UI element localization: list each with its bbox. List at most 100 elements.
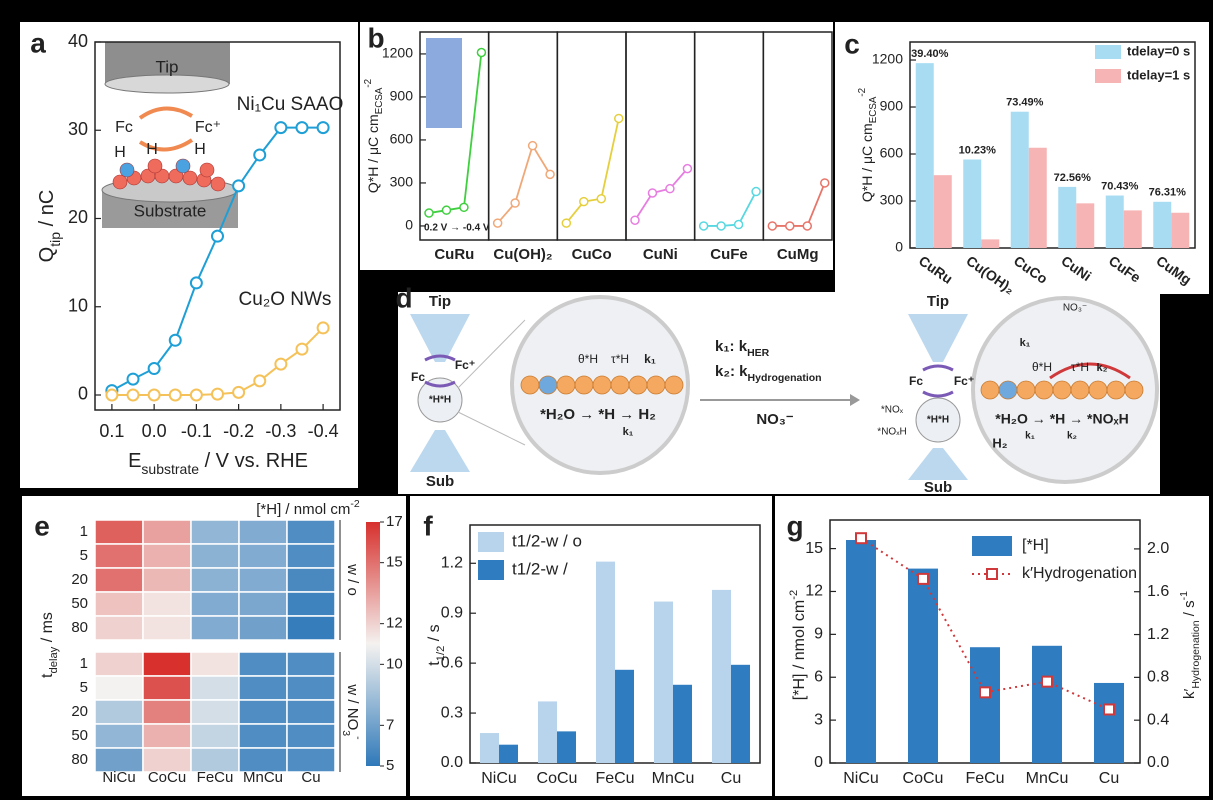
y-tick-label: 1200 [382, 45, 413, 61]
y-tick-label: 9 [814, 626, 823, 643]
axis-title: Q*H / μC cmECSA-2 [363, 79, 385, 193]
y-tick-label: 3 [814, 711, 823, 728]
diagram-label: NO₃⁻ [756, 411, 793, 428]
point [232, 385, 246, 399]
inset-diagram [101, 42, 239, 228]
heatmap-cell [94, 747, 144, 773]
heatmap-cell [94, 567, 144, 593]
text-part: 1/2 [435, 646, 447, 662]
point [682, 163, 693, 174]
text-part: 3 [340, 730, 352, 736]
y-tick-label: 0.4 [1147, 711, 1169, 728]
point [630, 215, 640, 225]
heatmap-cell [142, 747, 192, 773]
tip-face [104, 74, 230, 94]
heatmap-cell [142, 651, 192, 677]
text-part: Q*H / μC cm [859, 123, 875, 202]
diagram-label: *H*H [429, 395, 451, 406]
y-tick-label: 2.0 [1147, 540, 1169, 557]
diagram-label: k₁: kHER [715, 338, 770, 359]
colorbar-title: [*H] / nmol cm-2 [256, 498, 360, 518]
point [295, 342, 309, 356]
point [441, 205, 452, 215]
point [105, 388, 119, 402]
x-tick-label: MnCu [652, 770, 695, 787]
text-part: delay [48, 646, 60, 673]
legend-label: t1/2-w / [512, 559, 568, 578]
point [189, 276, 203, 290]
point [698, 221, 709, 231]
diagram-label: *NOₓ [881, 405, 904, 416]
heatmap-cell [94, 651, 144, 677]
heatmap-cell [142, 675, 192, 701]
bar [1076, 203, 1095, 248]
y-tick-label: 600 [880, 145, 904, 161]
heatmap-cell [286, 615, 336, 641]
diagram-label: Fc [411, 370, 425, 384]
y-tick-label: 10 [68, 295, 88, 315]
row-label: 80 [71, 751, 88, 768]
row-label: 5 [80, 679, 88, 696]
heatmap-cell [190, 519, 240, 545]
redox-arrow [424, 354, 456, 362]
point [596, 193, 607, 204]
annotation: 73.49% [1006, 97, 1044, 109]
panel-letter: d [395, 282, 412, 313]
row-label: 80 [71, 619, 88, 636]
heatmap-cell [238, 723, 288, 749]
bar [1032, 645, 1062, 763]
point [545, 169, 555, 180]
series-line [428, 52, 483, 214]
point [751, 186, 761, 197]
diagram-label: *H₂O → *H → *NOₓH [995, 411, 1128, 427]
colorbar-tick-label: 10 [386, 655, 403, 672]
heatmap-cell [286, 543, 336, 569]
panel-name: CuMg [777, 246, 819, 263]
heatmap-cell [142, 699, 192, 725]
row-label: 50 [71, 595, 88, 612]
bar [846, 540, 876, 763]
heatmap-cell [286, 651, 336, 677]
bar [915, 63, 934, 249]
heatmap-cell [94, 675, 144, 701]
redox-arrow [138, 106, 194, 120]
heatmap-cell [286, 699, 336, 725]
text-part: -2 [363, 79, 374, 88]
column-label: NiCu [102, 769, 135, 786]
bar [499, 744, 518, 763]
diagram-label: θ*H [578, 352, 598, 366]
text-part: k₁: k [715, 338, 748, 355]
series-label: Ni₁Cu SAAO [237, 94, 344, 115]
bar [1123, 210, 1142, 248]
redox-arrow [138, 138, 194, 152]
x-tick-label: -0.2 [223, 421, 254, 441]
series-line [634, 168, 689, 221]
row-label: 20 [71, 703, 88, 720]
colorbar-tick-label: 12 [386, 615, 403, 632]
legend-label: t1/2-w / o [512, 531, 582, 550]
text-part: [*H] / nmol cm [791, 600, 808, 700]
point [820, 178, 830, 188]
heatmap-cell [238, 675, 288, 701]
x-tick-label: -0.4 [308, 421, 339, 441]
x-tick-label: Cu [1099, 770, 1119, 787]
annotation: 70.43% [1101, 180, 1139, 192]
diagram-label: *H₂O → *H → H₂ [540, 406, 656, 423]
diagram-label: k₂ [1067, 431, 1077, 442]
heatmap-cell [238, 543, 288, 569]
bar [712, 589, 731, 763]
text-part: / ms [39, 612, 56, 647]
x-tick-label: FeCu [595, 770, 634, 787]
redox-arrow [424, 380, 456, 388]
heatmap-cell [286, 723, 336, 749]
colorbar-tick-label: 7 [386, 716, 394, 733]
panel-letter: f [423, 510, 433, 541]
bar [908, 568, 938, 763]
heatmap-cell [142, 615, 192, 641]
text-part: / nC [36, 190, 58, 232]
y-tick-label: 0 [895, 239, 903, 255]
y-tick-label: 900 [880, 98, 904, 114]
diagram-label: *H*H [927, 415, 949, 426]
point [855, 532, 867, 545]
heatmap-cell [190, 723, 240, 749]
